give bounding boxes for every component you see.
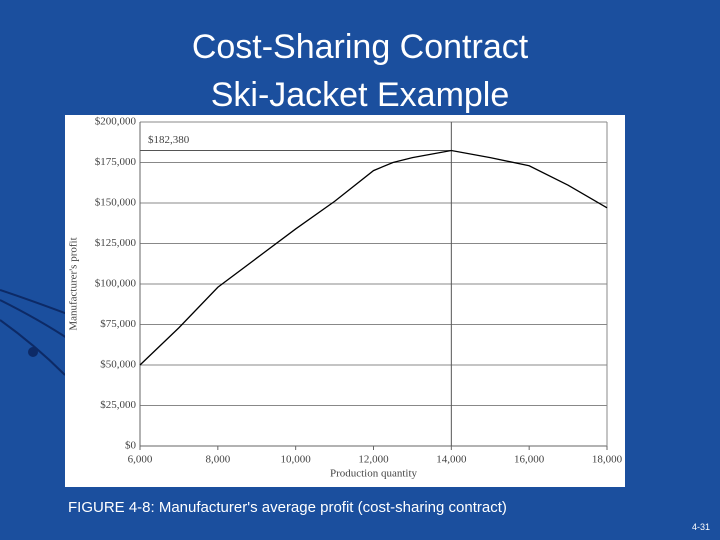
y-axis-label: Manufacturer's profit <box>68 237 80 330</box>
x-tick-label: 10,000 <box>281 454 312 466</box>
decoration <box>0 289 71 376</box>
y-tick-label: $175,000 <box>95 156 137 168</box>
chart: $0 $25,000 $50,000 $75,000 $100,000 $125,000 $… <box>68 116 623 480</box>
y-tick-label: $150,000 <box>95 197 137 209</box>
y-tick-label: $50,000 <box>100 359 136 371</box>
y-tick-label: $25,000 <box>100 399 136 411</box>
deco-arc <box>0 289 71 316</box>
x-tick-label: 6,000 <box>128 454 153 466</box>
x-tick-label: 8,000 <box>205 454 230 466</box>
caption: FIGURE 4-8: Manufacturer's average profi… <box>68 499 507 516</box>
slide-number: 4-31 <box>692 522 710 532</box>
y-tick-label: $0 <box>125 440 137 452</box>
x-tick-label: 16,000 <box>514 454 545 466</box>
slide-title: Ski-Jacket Example <box>211 76 510 114</box>
y-tick-label: $125,000 <box>95 237 137 249</box>
x-axis-label: Production quantity <box>330 468 418 480</box>
y-tick-label: $75,000 <box>100 318 136 330</box>
deco-dot <box>28 347 38 357</box>
slide-title: Cost-Sharing Contract <box>192 28 529 66</box>
x-tick-label: 18,000 <box>592 454 623 466</box>
deco-arc <box>0 319 66 376</box>
x-tick-label: 12,000 <box>358 454 389 466</box>
annotation: $182,380 <box>148 134 190 146</box>
chart-background <box>65 115 625 487</box>
deco-arc <box>0 299 71 341</box>
x-tick-label: 14,000 <box>436 454 467 466</box>
y-tick-label: $100,000 <box>95 278 137 290</box>
y-tick-label: $200,000 <box>95 116 137 128</box>
line-series <box>139 149 608 366</box>
